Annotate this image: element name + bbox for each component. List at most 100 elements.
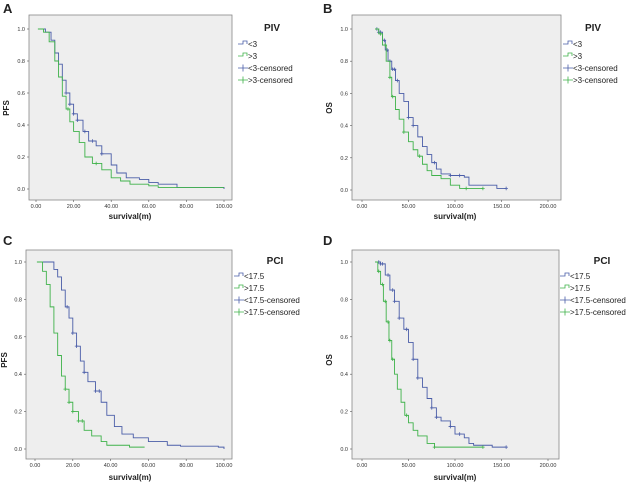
legend-censor-icon [238, 64, 248, 72]
x-tick-label: 50.00 [402, 463, 416, 469]
x-tick-label: 150.00 [493, 463, 510, 469]
legend-item: <17.5 [244, 272, 265, 281]
censored-mark-2 [417, 154, 422, 158]
censored-mark-1 [71, 112, 76, 116]
survival-curve-1 [39, 28, 225, 189]
censored-mark-1 [93, 389, 98, 393]
y-tick-label: 0.2 [340, 156, 348, 162]
panel-d: D 0.0 0.2 0.4 0.6 0.8 1.0 0.00 50.00 100.00 150.00… [323, 233, 626, 482]
x-tick-label: 0.00 [357, 463, 368, 469]
y-tick-label: 0.8 [14, 297, 22, 303]
legend-censor-icon [234, 296, 244, 304]
censored-mark-1 [100, 152, 104, 156]
survival-curve-2 [375, 261, 483, 448]
censored-mark-1 [82, 370, 86, 375]
legend-censor-icon [238, 76, 248, 84]
censored-mark-2 [383, 43, 388, 47]
censored-mark-1 [432, 160, 437, 165]
censored-mark-2 [94, 161, 98, 166]
panel-a: A 0.0 0.2 0.4 0.6 0.8 1.0 0.00 20.00 40.00 60.00 80… [2, 1, 293, 221]
x-tick-label: 150.00 [493, 204, 510, 210]
y-tick-label: 0.6 [14, 335, 22, 341]
y-tick-label: 1.0 [17, 27, 25, 33]
survival-curve-2 [37, 28, 224, 188]
censored-mark-1 [395, 78, 400, 83]
x-tick-label: 50.00 [402, 204, 416, 210]
censored-mark-1 [392, 67, 397, 72]
legend-title: PCI [594, 256, 611, 267]
censored-mark-1 [74, 344, 79, 348]
legend-item: <17.5-censored [570, 296, 626, 305]
censored-mark-2 [380, 282, 385, 287]
y-tick-label: 0.0 [17, 187, 25, 193]
legend-item: <3-censored [573, 64, 618, 73]
legend-item: >17.5 [570, 284, 591, 293]
censored-mark-2 [386, 320, 390, 324]
legend-censor-icon [560, 296, 570, 304]
censored-mark-2 [66, 107, 70, 111]
x-tick-label: 40.00 [104, 204, 118, 210]
x-tick-label: 0.00 [30, 463, 41, 469]
censored-mark-1 [392, 299, 397, 304]
legend-item: >3 [248, 52, 258, 61]
legend-title: PIV [585, 23, 601, 34]
x-axis-label: survival(m) [109, 473, 152, 482]
legend-item: >3-censored [248, 76, 293, 85]
legend-censor-icon [563, 64, 573, 72]
censored-mark-1 [504, 445, 508, 449]
censored-mark-1 [504, 186, 508, 191]
panel-c: C 0.0 0.2 0.4 0.6 0.8 1.0 0.00 20.00 40.00 60.00 80… [0, 233, 300, 482]
y-axis-label: OS [325, 354, 334, 366]
y-tick-label: 1.0 [14, 260, 22, 266]
censored-mark-2 [80, 419, 85, 423]
censored-mark-2 [464, 186, 468, 191]
y-tick-label: 1.0 [340, 260, 348, 266]
censored-mark-1 [386, 273, 390, 277]
censored-mark-2 [63, 387, 68, 391]
panel-label: D [323, 233, 332, 248]
censored-mark-1 [411, 357, 415, 362]
censored-mark-1 [65, 305, 69, 309]
censored-mark-2 [378, 32, 383, 36]
censored-mark-1 [71, 331, 75, 335]
y-tick-label: 1.0 [340, 27, 348, 33]
y-tick-label: 0.6 [340, 335, 348, 341]
panel-label: B [323, 1, 332, 16]
censored-mark-1 [90, 139, 95, 143]
legend-step-icon [563, 40, 573, 45]
legend-item: >3 [573, 52, 583, 61]
censored-mark-1 [390, 288, 395, 292]
censored-mark-1 [75, 118, 80, 122]
y-tick-label: 0.6 [17, 91, 25, 97]
survival-curve-1 [38, 261, 225, 449]
x-tick-label: 20.00 [66, 463, 80, 469]
censored-mark-2 [71, 409, 75, 414]
censored-mark-1 [457, 432, 462, 436]
legend-step-icon [238, 40, 248, 45]
y-tick-label: 0.8 [340, 297, 348, 303]
x-tick-label: 60.00 [142, 463, 156, 469]
plot-area [351, 14, 562, 201]
y-tick-label: 0.0 [340, 447, 348, 453]
legend-step-icon [238, 52, 248, 57]
y-tick-label: 0.8 [340, 59, 348, 65]
y-tick-label: 0.2 [340, 410, 348, 416]
censored-mark-2 [76, 419, 81, 423]
y-tick-label: 0.4 [17, 123, 25, 129]
y-tick-label: 0.4 [14, 372, 22, 378]
panel-label: A [3, 1, 13, 16]
legend-item: >3-censored [573, 76, 618, 85]
censored-mark-1 [448, 424, 453, 429]
censored-mark-1 [457, 173, 462, 178]
x-tick-label: 200.00 [540, 204, 557, 210]
censored-mark-1 [404, 327, 409, 332]
x-tick-label: 60.00 [142, 204, 156, 210]
x-axis-label: survival(m) [109, 212, 152, 221]
censored-mark-2 [390, 94, 395, 99]
legend-item: >17.5 [244, 284, 265, 293]
censored-mark-2 [376, 269, 381, 274]
legend-item: <17.5 [570, 272, 591, 281]
censored-mark-1 [68, 102, 72, 106]
x-tick-label: 20.00 [67, 204, 81, 210]
